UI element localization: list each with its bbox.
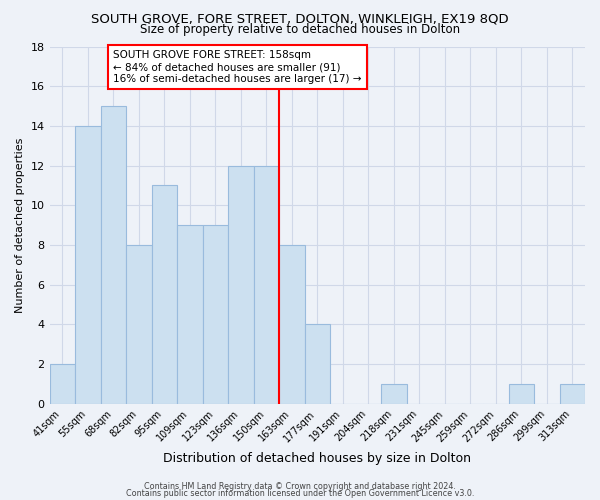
Text: Contains public sector information licensed under the Open Government Licence v3: Contains public sector information licen… bbox=[126, 489, 474, 498]
Y-axis label: Number of detached properties: Number of detached properties bbox=[15, 138, 25, 313]
Bar bbox=[152, 186, 177, 404]
Bar bbox=[254, 166, 279, 404]
Bar bbox=[279, 245, 305, 404]
Text: SOUTH GROVE FORE STREET: 158sqm
← 84% of detached houses are smaller (91)
16% of: SOUTH GROVE FORE STREET: 158sqm ← 84% of… bbox=[113, 50, 362, 84]
Bar bbox=[228, 166, 254, 404]
Text: SOUTH GROVE, FORE STREET, DOLTON, WINKLEIGH, EX19 8QD: SOUTH GROVE, FORE STREET, DOLTON, WINKLE… bbox=[91, 12, 509, 26]
Bar bbox=[381, 384, 407, 404]
Bar bbox=[560, 384, 585, 404]
Bar bbox=[75, 126, 101, 404]
Bar bbox=[203, 225, 228, 404]
Bar bbox=[305, 324, 330, 404]
Text: Contains HM Land Registry data © Crown copyright and database right 2024.: Contains HM Land Registry data © Crown c… bbox=[144, 482, 456, 491]
Bar bbox=[101, 106, 126, 404]
Bar bbox=[50, 364, 75, 404]
Bar bbox=[509, 384, 534, 404]
Bar bbox=[177, 225, 203, 404]
X-axis label: Distribution of detached houses by size in Dolton: Distribution of detached houses by size … bbox=[163, 452, 471, 465]
Text: Size of property relative to detached houses in Dolton: Size of property relative to detached ho… bbox=[140, 22, 460, 36]
Bar bbox=[126, 245, 152, 404]
